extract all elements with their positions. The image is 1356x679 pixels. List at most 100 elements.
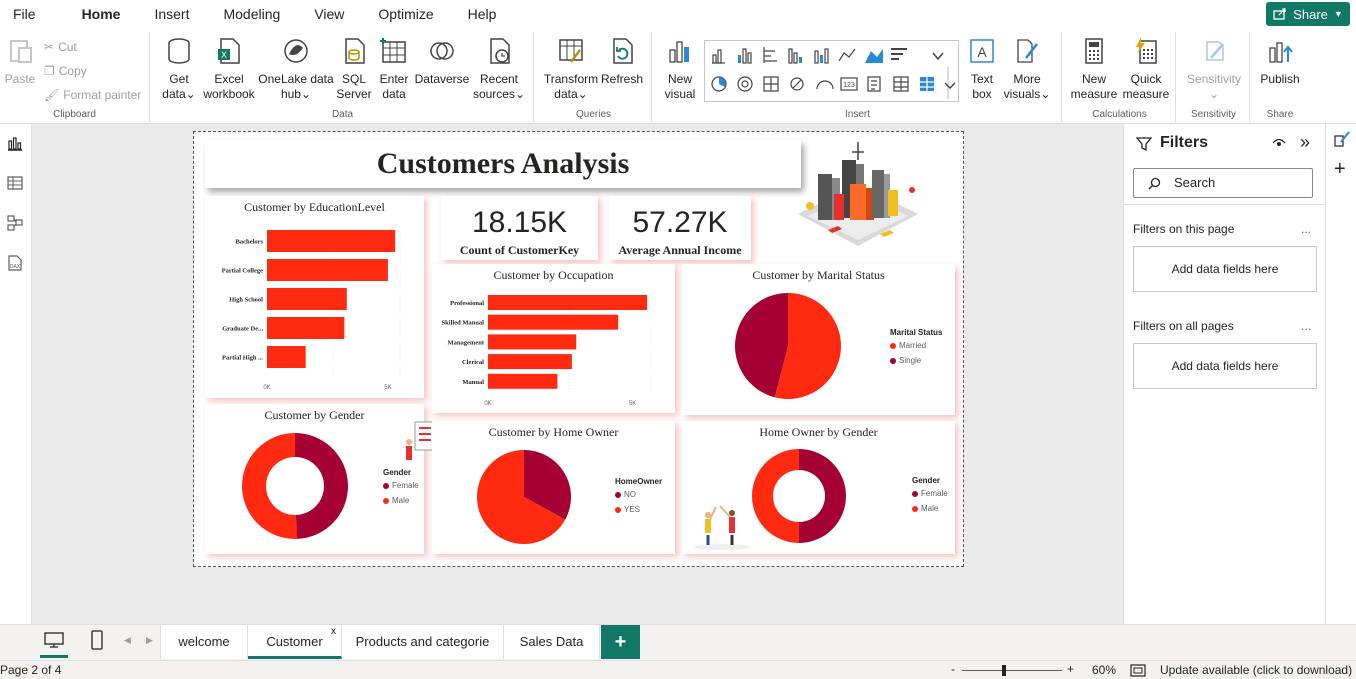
legend-item[interactable]: Female [383,481,419,490]
excel-workbook-button[interactable]: X Excel workbook [200,36,258,102]
tab-customer[interactable]: Customer x [248,625,342,659]
get-data-button[interactable]: Get data⌄ [160,36,198,102]
bar[interactable] [267,346,306,368]
dax-query-view-icon[interactable]: DAX [6,254,24,272]
eye-icon[interactable] [1272,137,1286,149]
publish-button[interactable]: Publish [1256,36,1304,87]
format-painter-button[interactable]: 🖌 Format painter [44,88,141,102]
kpi-card-count[interactable]: 18.15K Count of CustomerKey [441,196,598,260]
pie-slice-male[interactable] [752,449,799,543]
menu-optimize[interactable]: Optimize [378,6,434,22]
legend-item[interactable]: Male [383,496,419,505]
all-pages-filter-drop-zone[interactable]: Add data fields here [1133,343,1317,389]
share-label: Share [1293,6,1328,22]
legend-item[interactable]: Single [890,356,942,365]
mobile-layout-icon[interactable] [90,630,104,650]
homeowner-chart-card[interactable]: Customer by Home Owner HomeOwner NO YES [432,421,675,554]
bar[interactable] [267,317,345,339]
dataverse-button[interactable]: Dataverse [414,36,470,87]
tab-sales-data[interactable]: Sales Data [504,625,600,659]
legend-item[interactable]: NO [615,490,662,499]
page-filter-drop-zone[interactable]: Add data fields here [1133,246,1317,292]
new-visual-label-1: New [667,72,692,86]
bar[interactable] [488,354,572,370]
legend-label: Male [921,504,939,513]
legend-item[interactable]: YES [615,505,662,514]
tick-label: 5K [384,385,391,391]
pie-slice-single[interactable] [734,293,788,398]
filters-search-input[interactable]: Search [1133,168,1313,198]
sql-server-button[interactable]: SQL Server [336,36,372,102]
text-box-button[interactable]: A Text box [966,36,998,102]
add-pane-icon[interactable]: + [1334,158,1346,180]
share-button[interactable]: Share ▼ [1266,2,1350,26]
legend-item[interactable]: Female [912,489,948,498]
pie-slice-no[interactable] [524,450,571,520]
recent-sources-button[interactable]: Recent sources⌄ [470,36,528,102]
menu-modeling[interactable]: Modeling [223,6,281,22]
occupation-chart-card[interactable]: Customer by Occupation Professional Skill… [432,264,675,413]
tab-welcome[interactable]: welcome [160,625,248,659]
zoom-in-button[interactable]: + [1067,662,1075,676]
bar[interactable] [267,259,388,281]
legend-item[interactable]: Married [890,341,942,350]
refresh-button[interactable]: Refresh [600,36,644,87]
new-visual-button[interactable]: New visual [660,36,700,102]
homeowner-gender-chart-card[interactable]: Home Owner by Gender Gender Female Male [682,421,955,554]
paste-button[interactable]: Paste [4,36,36,87]
menu-file[interactable]: File [13,6,36,22]
update-available-link[interactable]: Update available (click to download) [1160,663,1353,677]
legend-item[interactable]: Male [912,504,948,513]
menu-insert[interactable]: Insert [154,6,190,22]
bar[interactable] [267,230,396,252]
pie-slice-female[interactable] [295,433,349,539]
pie-slice-male[interactable] [242,433,297,539]
visual-gallery[interactable]: 123 [704,40,959,102]
format-visual-icon[interactable] [1333,130,1351,148]
onelake-button[interactable]: OneLake data hub⌄ [258,36,334,102]
bar[interactable] [267,288,347,310]
new-measure-button[interactable]: New measure [1068,36,1120,102]
tick-label: 0K [263,385,270,391]
pie-slice-married[interactable] [774,293,841,399]
copy-button[interactable]: ❐ Copy [44,64,87,78]
model-view-icon[interactable] [6,214,24,232]
zoom-out-button[interactable]: - [951,662,955,676]
quick-measure-button[interactable]: Quick measure [1120,36,1172,102]
tab-scroll-left-icon[interactable]: ◀ [124,635,131,645]
city-illustration [798,142,918,246]
filters-on-page-more[interactable]: ... [1300,222,1311,236]
cut-button[interactable]: ✂ Cut [44,40,77,54]
menu-help[interactable]: Help [467,6,497,22]
tab-scroll-right-icon[interactable]: ▶ [146,635,153,645]
zoom-level[interactable]: 60% [1092,663,1117,677]
table-view-icon[interactable] [6,174,24,192]
zoom-slider[interactable] [962,665,1062,676]
education-chart-card[interactable]: Customer by EducationLevel Bachelors Part… [205,196,424,398]
filters-all-pages-more[interactable]: ... [1300,319,1311,333]
transform-data-button[interactable]: Transform data⌄ [542,36,600,102]
bar[interactable] [488,334,577,350]
more-visuals-button[interactable]: More visuals⌄ [1002,36,1052,102]
fit-to-page-icon[interactable] [1130,664,1146,677]
bar[interactable] [488,314,619,330]
pie-slice-yes[interactable] [477,450,566,544]
add-page-button[interactable]: + [601,625,640,659]
menu-view[interactable]: View [314,6,345,22]
collapse-pane-icon[interactable]: » [1300,132,1311,152]
bar[interactable] [488,373,558,389]
menu-home[interactable]: Home [81,6,121,22]
close-tab-icon[interactable]: x [331,626,336,637]
gender-chart-card[interactable]: Customer by Gender Gender Female Male [205,404,447,554]
pie-slice-female[interactable] [799,449,846,543]
tab-products[interactable]: Products and categorie [342,625,504,659]
desktop-layout-icon[interactable] [44,631,64,649]
sensitivity-button[interactable]: Sensitivity ⌄ [1182,36,1246,102]
enter-data-button[interactable]: Enter data [374,36,414,102]
marital-chart-card[interactable]: Customer by Marital Status Marital Statu… [682,264,955,415]
zoom-slider-thumb[interactable] [1002,665,1007,676]
text-box-label-2: box [972,87,992,101]
bar[interactable] [488,295,648,310]
kpi-card-income[interactable]: 57.27K Average Annual Income [609,196,751,260]
report-view-icon[interactable] [6,134,24,152]
